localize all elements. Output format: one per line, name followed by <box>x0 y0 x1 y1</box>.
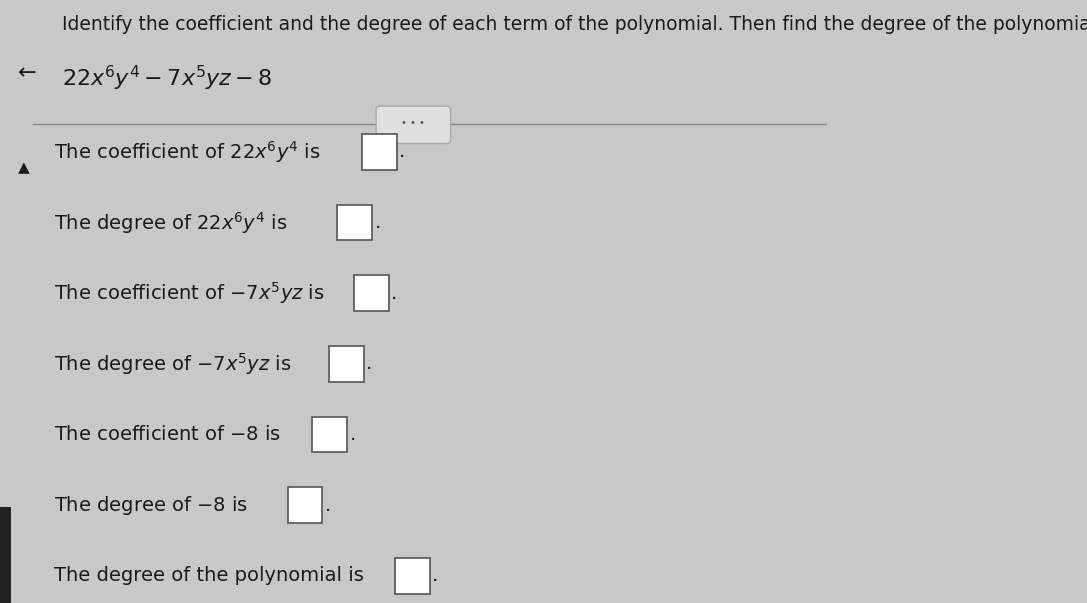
Text: .: . <box>366 355 373 373</box>
Text: $22x^6y^4-7x^5yz-8$: $22x^6y^4-7x^5yz-8$ <box>62 63 273 92</box>
Text: .: . <box>433 566 438 586</box>
Text: The degree of $22x^6y^4$ is: The degree of $22x^6y^4$ is <box>53 210 287 236</box>
FancyBboxPatch shape <box>353 276 388 311</box>
FancyBboxPatch shape <box>288 487 323 523</box>
Text: The coefficient of $22x^6y^4$ is: The coefficient of $22x^6y^4$ is <box>53 139 321 165</box>
Text: The degree of the polynomial is: The degree of the polynomial is <box>53 566 364 586</box>
Text: • • •: • • • <box>401 118 425 128</box>
FancyBboxPatch shape <box>337 205 372 241</box>
FancyBboxPatch shape <box>362 134 397 169</box>
Text: .: . <box>391 284 397 303</box>
FancyBboxPatch shape <box>395 558 429 593</box>
FancyBboxPatch shape <box>329 346 364 382</box>
Text: ▲: ▲ <box>18 160 30 175</box>
Text: .: . <box>399 142 405 162</box>
Text: ←: ← <box>18 63 37 83</box>
Text: The coefficient of $-8$ is: The coefficient of $-8$ is <box>53 425 280 444</box>
Text: .: . <box>374 213 380 232</box>
FancyBboxPatch shape <box>312 417 347 452</box>
Text: Identify the coefficient and the degree of each term of the polynomial. Then fin: Identify the coefficient and the degree … <box>62 15 1087 34</box>
FancyBboxPatch shape <box>0 507 11 603</box>
Text: The degree of $-8$ is: The degree of $-8$ is <box>53 494 248 517</box>
Text: .: . <box>325 496 332 515</box>
Text: The coefficient of $-7x^5yz$ is: The coefficient of $-7x^5yz$ is <box>53 280 324 306</box>
Text: The degree of $-7x^5yz$ is: The degree of $-7x^5yz$ is <box>53 351 291 377</box>
Text: .: . <box>350 425 355 444</box>
FancyBboxPatch shape <box>376 106 450 144</box>
